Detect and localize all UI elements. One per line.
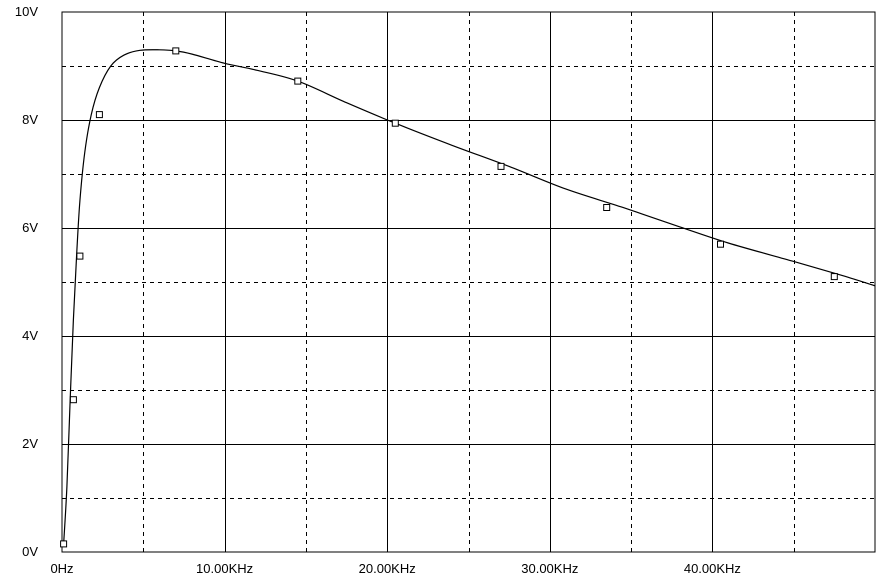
x-tick-label: 20.00KHz — [359, 561, 416, 576]
data-point-marker — [830, 273, 838, 281]
plot-frame — [61, 11, 876, 553]
series-line — [63, 49, 876, 544]
data-point-marker — [497, 162, 505, 170]
minor-grid — [62, 12, 875, 552]
y-tick-label: 0V — [22, 544, 38, 559]
data-point-marker — [717, 240, 724, 248]
data-point-marker — [391, 119, 399, 127]
y-tick-label: 6V — [22, 220, 38, 235]
x-tick-label: 30.00KHz — [521, 561, 578, 576]
data-point-marker — [76, 252, 84, 260]
x-axis-tick-labels: 0Hz 10.00KHz 20.00KHz 30.00KHz 40.00KHz — [50, 561, 741, 576]
x-tick-label: 10.00KHz — [196, 561, 253, 576]
y-tick-label: 8V — [22, 112, 38, 127]
y-tick-label: 4V — [22, 328, 38, 343]
x-tick-label: 40.00KHz — [684, 561, 741, 576]
y-tick-label: 10V — [15, 4, 38, 19]
data-point-marker — [294, 77, 302, 85]
data-point-marker — [172, 47, 180, 55]
data-point-marker — [60, 540, 68, 548]
major-grid — [62, 12, 875, 552]
x-tick-label: 0Hz — [50, 561, 73, 576]
data-point-marker — [69, 396, 77, 404]
data-point-marker — [603, 204, 611, 211]
y-tick-label: 2V — [22, 436, 38, 451]
data-point-marker — [95, 111, 103, 119]
y-axis-tick-labels: 0V 2V 4V 6V 8V 10V — [15, 4, 38, 559]
series-markers — [60, 47, 838, 548]
